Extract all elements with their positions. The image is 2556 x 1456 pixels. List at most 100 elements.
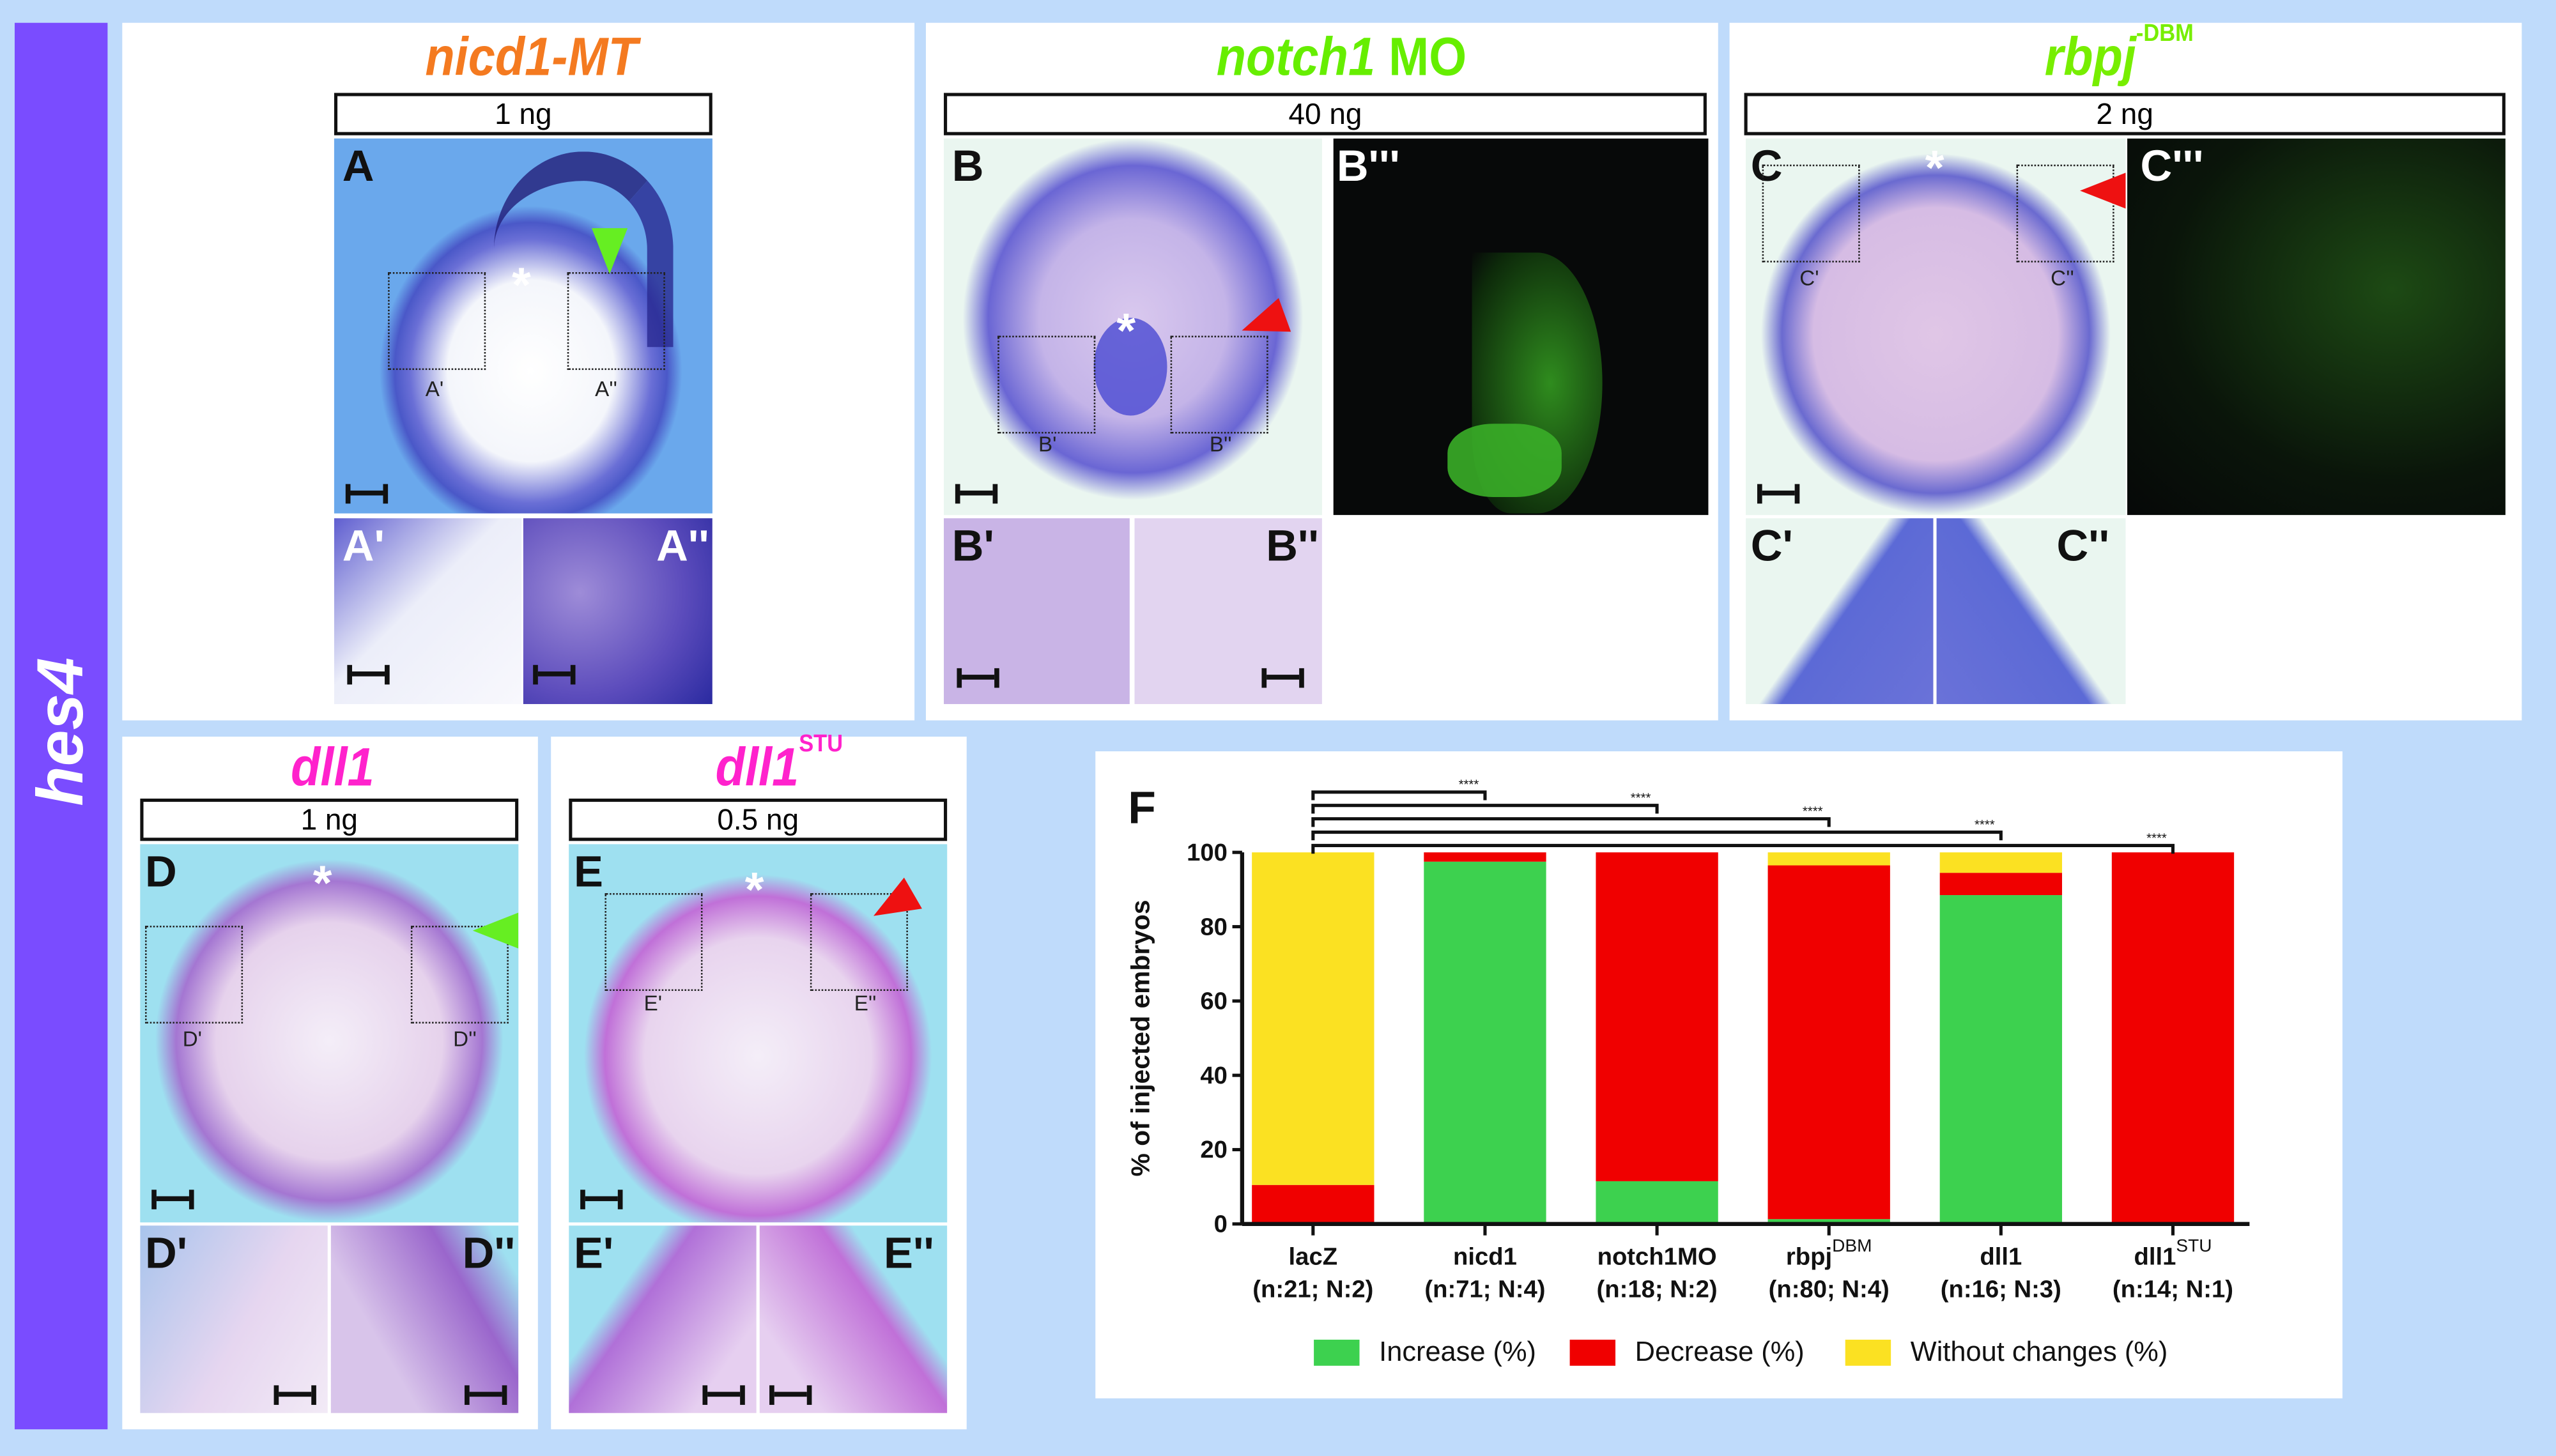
significance-bracket — [1311, 804, 1659, 814]
scale-bar — [345, 484, 389, 504]
x-tick-label: lacZ — [1289, 1243, 1338, 1271]
legend-item-without-changes: Without changes (%) — [1845, 1336, 2168, 1369]
zoom-box-a1 — [388, 272, 486, 371]
scale-bar — [1757, 484, 1800, 504]
panel-c-title: rbpj-DBM — [2045, 20, 2194, 88]
inset-d1-label: D' — [145, 1229, 188, 1278]
bar-segment — [1252, 1184, 1374, 1224]
scale-bar — [580, 1190, 623, 1209]
significance-bracket — [1311, 790, 1487, 801]
y-tick-label: 40 — [1200, 1062, 1228, 1089]
inset-b1-label: B' — [951, 521, 994, 571]
x-tick-label: rbpjDBM — [1786, 1236, 1872, 1270]
zoom-box-c1-label: C' — [1799, 265, 1819, 291]
embryo-image-c: C C' C'' * — [1746, 138, 2126, 516]
bar-segment — [1767, 1219, 1890, 1224]
scale-bar — [1261, 668, 1304, 688]
zoom-box-c2-label: C'' — [2051, 265, 2074, 291]
panel-d-label: D — [145, 847, 177, 897]
zoom-box-b1 — [997, 335, 1096, 434]
zoom-box-c2 — [2016, 164, 2114, 263]
panel-f-label: F — [1128, 782, 1156, 833]
zoom-box-e1-label: E' — [643, 991, 663, 1016]
significance-label: **** — [2146, 831, 2167, 845]
scale-bar — [347, 664, 390, 685]
legend-label-without-changes: Without changes (%) — [1910, 1336, 2168, 1368]
zoom-box-b2 — [1170, 335, 1268, 434]
inset-c2-label: C'' — [2056, 521, 2109, 571]
panel-b-label: B — [951, 141, 984, 191]
scale-bar — [151, 1190, 194, 1209]
legend-swatch-without-changes — [1845, 1339, 1891, 1366]
y-tick-label: 20 — [1200, 1136, 1228, 1163]
zoom-box-a2-label: A'' — [595, 376, 617, 401]
zoom-box-c1 — [1762, 164, 1860, 263]
inset-image-a2: A'' — [523, 518, 712, 705]
zoom-box-b1-label: B' — [1038, 432, 1057, 457]
significance-label: **** — [1975, 818, 1995, 832]
significance-label: **** — [1459, 778, 1479, 792]
fluorescence-image-c: C''' — [2127, 138, 2506, 516]
bar-segment — [1596, 1181, 1718, 1224]
panel-e-title-sup: STU — [799, 730, 843, 758]
legend-item-increase: Increase (%) — [1314, 1337, 1536, 1369]
bar-segment — [1767, 865, 1890, 1220]
embryo-image-e: E E' E'' * — [569, 844, 948, 1223]
y-tick-label: 0 — [1214, 1211, 1228, 1238]
asterisk-marker: * — [312, 857, 332, 912]
inset-d2-label: D'' — [462, 1229, 516, 1278]
zoom-box-e2-label: E'' — [854, 991, 877, 1016]
significance-label: **** — [1803, 805, 1823, 819]
inset-e1-label: E' — [573, 1229, 614, 1278]
x-tick-label: dll1STU — [2134, 1236, 2212, 1270]
bar-segment — [1596, 852, 1718, 1181]
panel-b-title-suffix: MO — [1375, 26, 1467, 87]
inset-image-b2: B'' — [1134, 518, 1322, 705]
zoom-box-e2 — [810, 893, 908, 992]
panel-b-title-gene: notch1 — [1216, 26, 1376, 87]
panel-e-label: E — [573, 847, 603, 897]
inset-image-c1: C' — [1746, 518, 1934, 705]
bar-segment — [2111, 852, 2235, 1224]
panel-e-title-gene: dll1 — [715, 737, 799, 797]
significance-bracket — [1311, 830, 2003, 841]
inset-image-e2: E'' — [759, 1225, 948, 1413]
y-axis-label: % of injected embryos — [1125, 900, 1155, 1176]
panel-c-fluor-label: C''' — [2140, 141, 2204, 191]
x-sample-size-label: (n:21; N:2) — [1252, 1276, 1373, 1303]
inset-e2-label: E'' — [884, 1229, 934, 1278]
bar-segment — [1939, 873, 2063, 896]
legend-label-increase: Increase (%) — [1379, 1336, 1536, 1368]
inset-a1-label: A' — [342, 521, 385, 571]
asterisk-marker: * — [1925, 141, 1944, 196]
inset-c1-label: C' — [1750, 521, 1793, 571]
significance-bracket — [1311, 843, 2175, 854]
fluorescence-image-b: B''' — [1333, 138, 1709, 516]
x-tick-label: dll1 — [1980, 1243, 2022, 1271]
panel-a-dose: 1 ng — [334, 93, 712, 135]
inset-image-d2: D'' — [330, 1225, 519, 1413]
panel-d-dose: 1 ng — [140, 798, 519, 841]
y-tick-label: 100 — [1187, 839, 1228, 866]
zoom-box-e1 — [604, 893, 703, 992]
zoom-box-b2-label: B'' — [1209, 432, 1232, 457]
panel-a-label: A — [342, 141, 374, 191]
panel-b-title: notch1 MO — [1217, 26, 1467, 88]
scale-bar — [957, 668, 999, 688]
green-arrowhead-icon — [592, 228, 628, 274]
panel-e-title: dll1STU — [715, 730, 843, 799]
scale-bar — [955, 484, 998, 504]
inset-image-e1: E' — [569, 1225, 757, 1413]
y-tick-label: 80 — [1200, 913, 1228, 940]
scale-bar — [273, 1385, 316, 1405]
bar-segment — [1252, 852, 1374, 1185]
legend-item-decrease: Decrease (%) — [1569, 1336, 1805, 1369]
panel-b-fluor-label: B''' — [1336, 141, 1400, 191]
panel-a-title: nicd1-MT — [425, 26, 638, 87]
bar-segment — [1939, 895, 2063, 1224]
asterisk-marker: * — [1116, 305, 1136, 359]
legend-label-decrease: Decrease (%) — [1635, 1336, 1805, 1368]
significance-bracket — [1311, 817, 1831, 827]
